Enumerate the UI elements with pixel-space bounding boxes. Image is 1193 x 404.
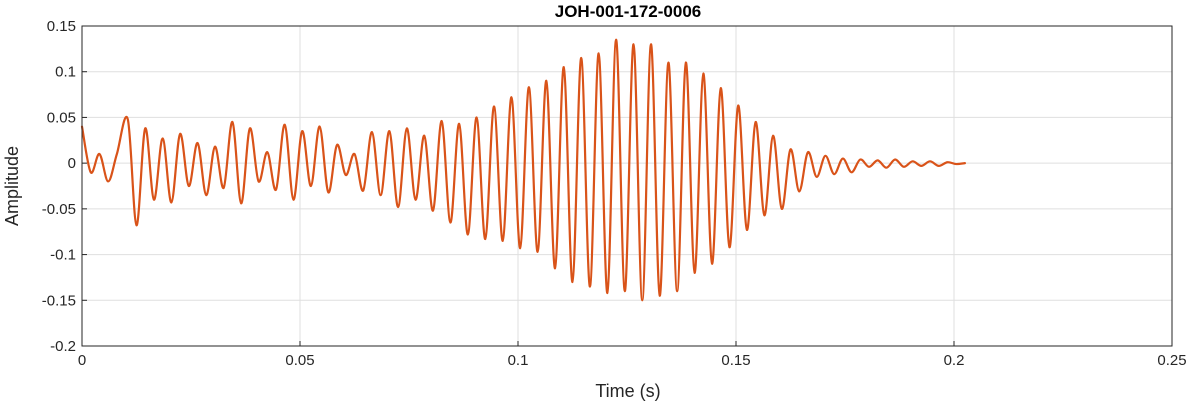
x-tick-label: 0.05 bbox=[285, 352, 314, 369]
y-tick-label: -0.1 bbox=[50, 247, 76, 264]
x-tick-label: 0 bbox=[78, 352, 86, 369]
axes-box bbox=[81, 25, 1173, 347]
y-tick-label: -0.2 bbox=[50, 338, 76, 355]
plot-area: 0 0.05 0.1 0.15 0.2 0.25 -0.2 -0.15 -0.1 -0.05 0 0.… bbox=[42, 18, 1187, 369]
plot-background bbox=[82, 26, 1172, 346]
y-tick-label: 0 bbox=[68, 155, 76, 172]
x-tick-label: 0.25 bbox=[1157, 352, 1186, 369]
y-tick-label: -0.05 bbox=[42, 201, 76, 218]
chart-title: JOH-001-172-0006 bbox=[555, 2, 701, 21]
y-tick-label: 0.15 bbox=[47, 18, 76, 35]
y-tick-label: -0.15 bbox=[42, 292, 76, 309]
series-layer bbox=[80, 38, 966, 302]
y-tick-label: 0.1 bbox=[55, 64, 76, 81]
y-axis-title: Amplitude bbox=[2, 146, 22, 226]
series-line bbox=[80, 38, 966, 302]
axis-ticks: 0 0.05 0.1 0.15 0.2 0.25 -0.2 -0.15 -0.1 -0.05 0 0.… bbox=[42, 18, 1187, 369]
x-axis-title: Time (s) bbox=[595, 381, 660, 401]
x-tick-label: 0.1 bbox=[508, 352, 529, 369]
y-tick-label: 0.05 bbox=[47, 109, 76, 126]
x-tick-label: 0.15 bbox=[721, 352, 750, 369]
x-tick-label: 0.2 bbox=[944, 352, 965, 369]
